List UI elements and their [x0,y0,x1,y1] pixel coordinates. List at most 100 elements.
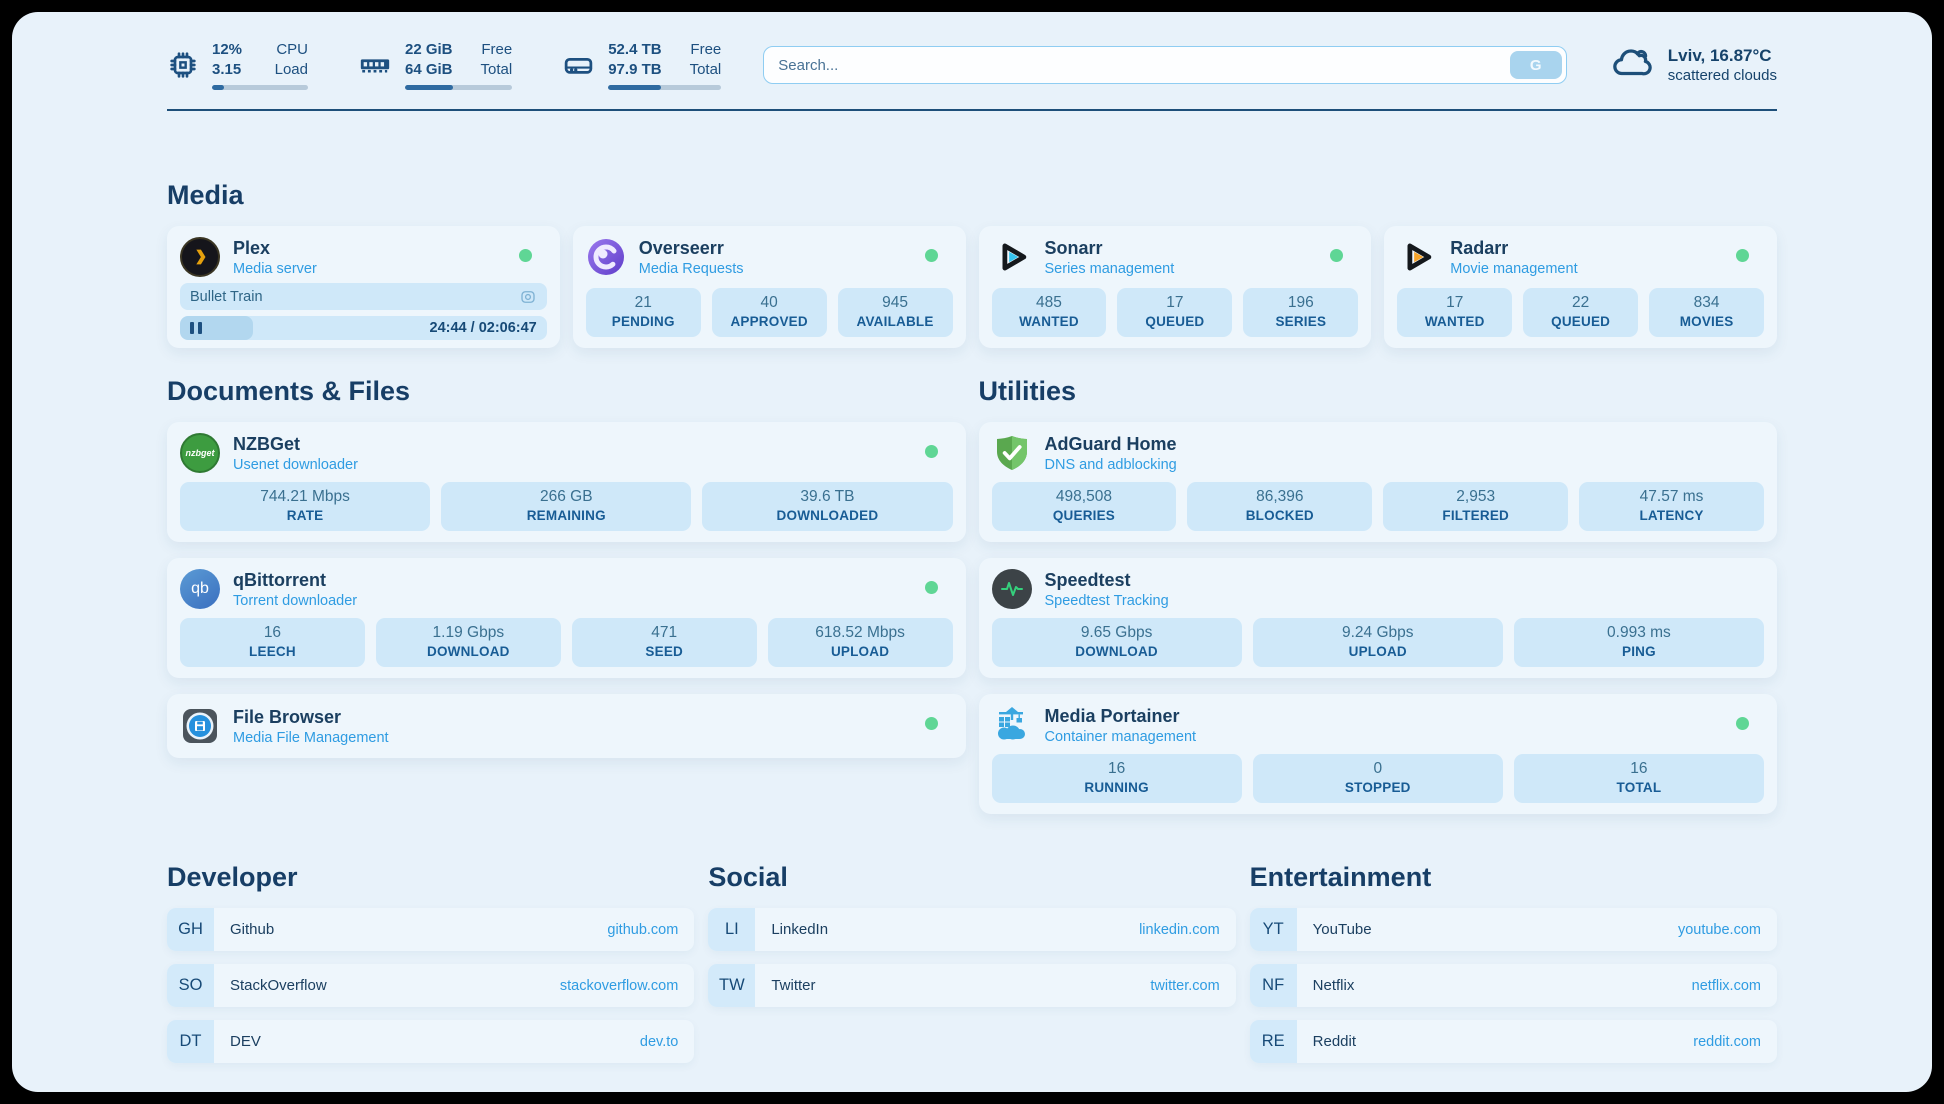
stat-value: 744.21 Mbps [260,488,350,505]
nzbget-icon: nzbget [180,433,220,473]
status-online-dot [1736,249,1749,262]
stat-label: FILTERED [1442,508,1509,523]
app-card-overseerr[interactable]: Overseerr Media Requests 21 PENDING 40 A… [572,226,966,348]
app-card-nzbget[interactable]: nzbget NZBGet Usenet downloader 744.21 M… [167,422,966,542]
pause-icon[interactable] [190,322,202,334]
stat-value: 618.52 Mbps [815,624,905,641]
cpu-icon [167,49,199,81]
stat-label: UPLOAD [1348,644,1407,659]
app-title: NZBGet [233,433,300,454]
stat-tile-wanted: 17 WANTED [1397,288,1513,337]
stat-label: AVAILABLE [856,314,934,329]
bookmark-twitter[interactable]: TW Twitter twitter.com [708,964,1236,1007]
stat-value: 86,396 [1256,488,1304,505]
stat-tile-remaining: 266 GB REMAINING [441,482,692,531]
app-subtitle: Speedtest Tracking [1044,592,1169,609]
utilities-section-title: Utilities [978,376,1077,406]
status-online-dot [924,717,938,730]
cast-icon[interactable] [519,288,537,306]
stat-label: DOWNLOAD [427,644,510,659]
bookmark-linkedin[interactable]: LI LinkedIn linkedin.com [708,908,1236,951]
disk-progress-fill [608,85,662,90]
app-subtitle: Media Requests [638,260,744,277]
app-card-qbittorrent[interactable]: qb qBittorrent Torrent downloader 16 LEE… [167,558,966,678]
stat-tile-series: 196 SERIES [1243,288,1359,337]
dashboard-panel: 12% 3.15 CPU Load [12,12,1932,1092]
app-card-portainer[interactable]: Media Portainer Container management 16 … [978,694,1777,814]
stat-tile-queries: 498,508 QUERIES [991,482,1177,531]
stat-tile-movies: 834 MOVIES [1649,288,1765,337]
app-title: Media Portainer [1044,705,1180,726]
stat-value: 16 [1630,760,1648,777]
stat-label: PING [1622,644,1656,659]
stat-tile-queued: 17 QUEUED [1117,288,1233,337]
stat-tile-queued: 22 QUEUED [1523,288,1639,337]
stat-tile-available: 945 AVAILABLE [837,288,953,337]
stat-tile-stopped: 0 STOPPED [1252,754,1503,803]
status-online-dot [924,249,938,262]
stat-tile-download: 9.65 Gbps DOWNLOAD [991,618,1242,667]
section-social: Social LI LinkedIn linkedin.com TW Twitt… [708,862,1236,1063]
stat-value: 47.57 ms [1639,488,1704,505]
stat-label: SERIES [1275,314,1327,329]
stat-label: REMAINING [526,508,606,523]
app-card-speedtest[interactable]: Speedtest Speedtest Tracking 9.65 Gbps D… [978,558,1777,678]
bookmark-url: reddit.com [1693,1033,1761,1050]
stat-value: 16 [1107,760,1126,777]
stat-value: 2,953 [1456,488,1496,505]
plex-now-playing-title: Bullet Train [190,288,263,305]
stat-label: QUEUED [1551,314,1611,329]
bookmark-name: StackOverflow [230,977,327,994]
bookmark-url: twitter.com [1150,977,1220,994]
bookmark-abbr: DT [167,1020,214,1063]
app-card-sonarr[interactable]: Sonarr Series management 485 WANTED 17 Q… [978,226,1372,348]
bookmark-dev[interactable]: DT DEV dev.to [167,1020,695,1063]
stat-tile-pending: 21 PENDING [585,288,701,337]
bookmark-youtube[interactable]: YT YouTube youtube.com [1249,908,1777,951]
plex-progress-bar[interactable]: 24:44 / 02:06:47 [180,316,547,340]
stat-label: QUEUED [1145,314,1205,329]
disk-total: 97.9 TB [608,60,662,78]
search-input[interactable] [763,46,1567,84]
stat-label: LEECH [249,644,296,659]
app-card-radarr[interactable]: Radarr Movie management 17 WANTED 22 QUE… [1384,226,1777,348]
bookmark-stackoverflow[interactable]: SO StackOverflow stackoverflow.com [167,964,695,1007]
bookmark-github[interactable]: GH Github github.com [167,908,695,951]
app-subtitle: Movie management [1450,260,1578,277]
stat-value: 945 [882,294,908,311]
cpu-label-2: Load [274,60,308,78]
system-stats: 12% 3.15 CPU Load [167,40,722,90]
app-title: Speedtest [1044,569,1131,590]
bookmark-reddit[interactable]: RE Reddit reddit.com [1249,1020,1777,1063]
stat-value: 471 [651,624,678,641]
disk-label-1: Free [690,41,722,58]
stat-label: DOWNLOADED [776,508,879,523]
stat-tile-blocked: 86,396 BLOCKED [1187,482,1373,531]
developer-section-title: Developer [167,862,298,892]
ram-progress-fill [405,85,454,90]
weather-widget: Lviv, 16.87°C scattered clouds [1609,40,1777,91]
app-subtitle: Usenet downloader [233,456,358,473]
cpu-label-1: CPU [276,41,308,58]
bookmark-abbr: GH [167,908,214,951]
bookmark-netflix[interactable]: NF Netflix netflix.com [1249,964,1777,1007]
bookmark-name: Reddit [1312,1033,1357,1050]
app-subtitle: Media server [233,260,317,277]
bookmark-abbr: LI [708,908,756,951]
app-title: Sonarr [1044,237,1103,258]
section-documents: Documents & Files nzbget NZBGet Usenet d… [167,376,966,814]
stat-label: STOPPED [1344,780,1411,795]
app-title: Radarr [1450,237,1509,258]
app-card-adguard[interactable]: AdGuard Home DNS and adblocking 498,508 … [978,422,1777,542]
app-card-filebrowser[interactable]: File Browser Media File Management [167,694,966,758]
bookmark-url: youtube.com [1677,921,1761,938]
search-engine-button[interactable]: G [1509,51,1562,79]
stat-tile-download: 1.19 Gbps DOWNLOAD [375,618,561,667]
stat-label: RATE [286,508,324,523]
app-card-plex[interactable]: Plex Media server Bullet Train [167,226,560,348]
bookmark-url: stackoverflow.com [559,977,679,994]
stat-value: 485 [1036,294,1062,311]
plex-icon [180,237,220,277]
stat-value: 40 [760,294,778,311]
bookmark-name: YouTube [1312,921,1372,938]
